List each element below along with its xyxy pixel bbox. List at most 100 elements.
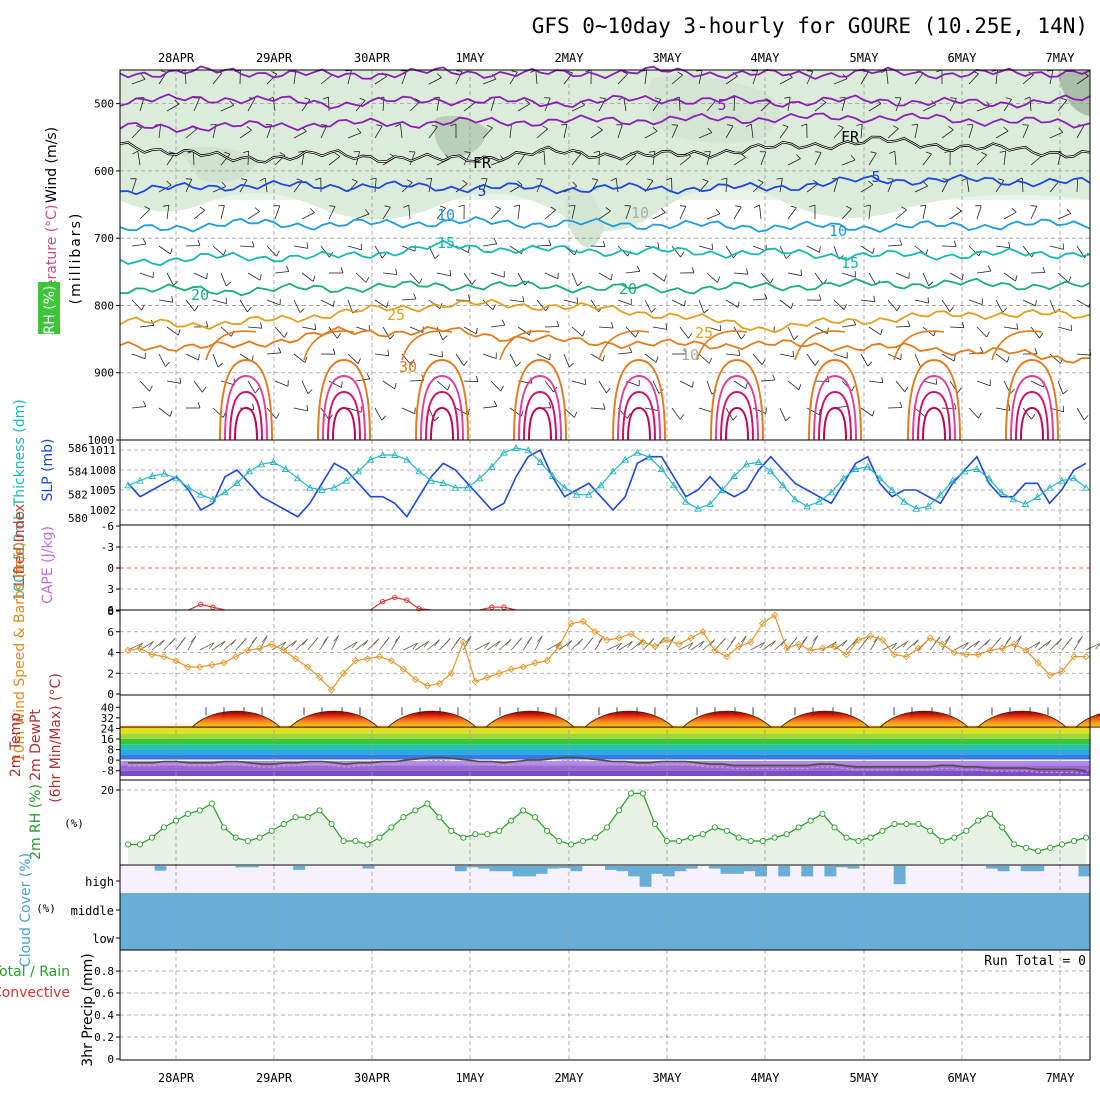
wind-barb <box>625 205 631 220</box>
wind-barb <box>725 353 740 356</box>
wind-barb <box>598 272 612 281</box>
wind-barb-flag <box>351 178 358 182</box>
wind-barb <box>914 72 924 85</box>
rh-marker <box>579 837 587 845</box>
wind-barb-flag <box>901 206 907 211</box>
wind-barb-flag <box>602 355 605 362</box>
wind-barb-flag <box>365 276 370 283</box>
wind-barb-flag <box>304 97 311 100</box>
wind-barb <box>806 245 820 253</box>
surface-wind-barb <box>415 640 430 651</box>
wind-barb-flag <box>284 332 288 338</box>
bottom-date-label: 2MAY <box>555 1071 585 1085</box>
wind-barb <box>131 299 142 311</box>
surface-wind-barb-flag <box>902 641 909 648</box>
heating-contour <box>322 374 366 441</box>
y-tick-label: 800 <box>94 299 114 312</box>
thickness-marker <box>597 481 605 489</box>
y-tick-label: 0.2 <box>94 1031 114 1044</box>
temp-color-band <box>120 744 1090 750</box>
heating-contour <box>1005 358 1059 441</box>
wind-barb-flag <box>169 410 173 417</box>
high-cloud-bar <box>547 866 560 869</box>
surface-wind-barb <box>606 642 622 651</box>
wind-barb-flag <box>717 276 721 283</box>
wind-barb-flag <box>171 296 174 303</box>
wind-barb <box>131 243 146 247</box>
surface-wind-barb-flag <box>261 635 268 643</box>
thickness-tick-label: 584 <box>68 465 88 478</box>
y-tick-label: 4 <box>107 647 114 660</box>
surface-wind-barb-flag <box>841 639 848 647</box>
surface-wind-barb-flag <box>537 635 543 642</box>
wind-barb-flag <box>873 295 876 302</box>
wind-barb-flag <box>655 356 659 363</box>
rh-marker <box>568 841 575 848</box>
wind-barb-flag <box>170 248 173 255</box>
wind-barb-flag <box>566 70 573 74</box>
heating-contour-outer <box>598 330 650 361</box>
rh-marker <box>340 837 347 845</box>
thickness-marker <box>985 474 993 482</box>
wind-barb-flag <box>221 181 227 187</box>
wind-barb <box>1076 125 1085 139</box>
wind-speed-marker <box>399 665 408 673</box>
wind-barb <box>131 353 146 360</box>
temp-color-band <box>120 733 1090 739</box>
wind-barb <box>158 407 171 417</box>
wind-speed-marker <box>735 642 743 650</box>
heating-contour <box>725 406 749 441</box>
thickness-marker <box>657 465 666 472</box>
wind-barb <box>995 299 1003 313</box>
y-tick-label: 8 <box>107 744 114 757</box>
wind-speed-marker <box>962 650 970 659</box>
temp-color-band <box>120 728 1090 734</box>
thickness-marker <box>184 483 193 491</box>
wind-barb-flag <box>312 275 316 282</box>
wind-barb-flag <box>582 330 586 337</box>
y-tick-label: 0.4 <box>94 1009 114 1022</box>
surface-wind-barb <box>331 635 339 651</box>
wind-barb <box>1049 131 1063 139</box>
thickness-marker <box>1082 483 1090 491</box>
rh-marker <box>232 834 239 841</box>
wind-barb-flag <box>602 240 606 247</box>
wind-speed-marker <box>806 646 815 655</box>
heating-contour <box>420 374 464 441</box>
rh-marker <box>963 827 970 834</box>
wind-barb <box>868 205 871 220</box>
thickness-marker <box>863 462 872 470</box>
rh-marker <box>591 834 599 841</box>
heating-contour-outer <box>499 330 551 361</box>
wind-barb-flag <box>306 242 309 249</box>
thickness-marker <box>560 483 569 491</box>
wind-barb-flag <box>870 151 877 154</box>
rh-marker <box>304 814 311 821</box>
wind-barb <box>374 125 383 139</box>
wind-barb-flag <box>864 204 871 207</box>
wind-barb <box>463 272 473 285</box>
wind-barb <box>750 124 754 139</box>
surface-wind-barb <box>666 635 676 651</box>
rh-marker <box>675 837 682 845</box>
wind-barb-flag <box>309 208 315 213</box>
thickness-marker <box>245 467 254 475</box>
surface-wind-barb-flag <box>394 636 401 643</box>
rh-marker <box>771 834 778 841</box>
heating-contour <box>617 374 661 441</box>
wind-barb-flag <box>522 296 525 302</box>
rh-marker <box>819 810 826 817</box>
wind-barb-flag <box>296 178 303 182</box>
wind-barb-flag <box>450 123 457 127</box>
rh-marker <box>532 814 539 821</box>
wind-barb-flag <box>1039 332 1044 339</box>
wind-barb <box>247 326 262 329</box>
wind-barb <box>220 104 234 112</box>
rh-shading <box>120 70 1090 248</box>
wind-barb <box>922 380 937 385</box>
temp-color-band <box>120 760 1090 766</box>
wind-barb <box>347 245 362 251</box>
wind-barb-flag <box>953 355 956 362</box>
wind-barb <box>482 78 497 85</box>
wind-barb-flag <box>809 204 816 208</box>
